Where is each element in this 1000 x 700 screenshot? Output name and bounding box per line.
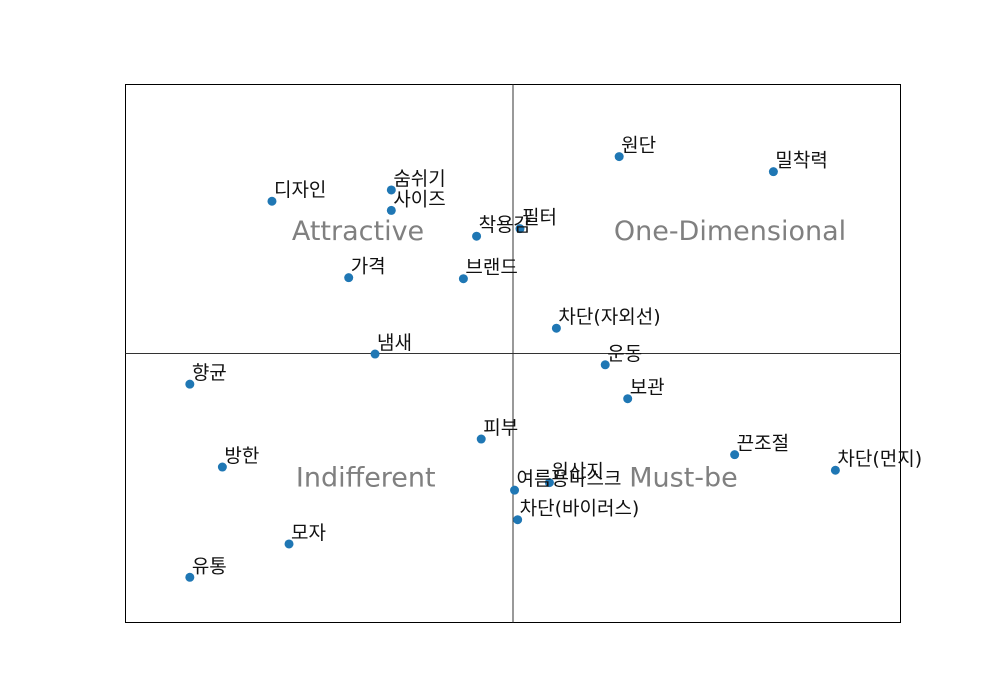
- point-label-13: 보관: [630, 377, 665, 399]
- point-label-14: 피부: [483, 417, 518, 439]
- data-point-12: [185, 379, 195, 389]
- point-label-5: 필터: [522, 207, 557, 229]
- data-point-13: [623, 394, 633, 404]
- point-label-17: 차단(먼지): [837, 448, 922, 470]
- quadrant-label-3: Must-be: [629, 462, 738, 493]
- point-label-0: 원단: [621, 135, 656, 157]
- data-point-18: [544, 478, 554, 488]
- data-point-14: [476, 434, 486, 444]
- point-label-11: 운동: [607, 343, 642, 365]
- point-label-2: 숨쉬기: [393, 168, 445, 190]
- data-point-10: [370, 349, 380, 359]
- point-label-9: 차단(자외선): [558, 306, 660, 328]
- quadrant-labels: Attractive One-Dimensional Indifferent Must…: [292, 216, 846, 493]
- plot-area: [125, 84, 901, 623]
- data-point-16: [217, 462, 227, 472]
- data-point-3: [267, 196, 277, 206]
- data-point-5: [515, 224, 525, 234]
- point-label-21: 모자: [291, 522, 326, 544]
- point-label-6: 착용감: [479, 214, 531, 236]
- data-point-21: [284, 539, 294, 549]
- data-point-7: [344, 273, 354, 283]
- data-point-20: [513, 515, 523, 525]
- point-label-8: 브랜드: [465, 257, 517, 279]
- point-label-15: 끈조절: [737, 433, 789, 455]
- point-label-16: 방한: [224, 445, 259, 467]
- data-point-17: [830, 465, 840, 475]
- point-label-1: 밀착력: [775, 150, 827, 172]
- point-label-12: 향균: [192, 362, 227, 384]
- data-point-22: [185, 572, 195, 582]
- data-point-9: [551, 323, 561, 333]
- data-points: [185, 152, 840, 582]
- point-label-10: 냄새: [377, 332, 412, 354]
- data-point-2: [386, 185, 396, 195]
- point-label-7: 가격: [351, 256, 386, 278]
- data-point-6: [472, 231, 482, 241]
- point-label-22: 유통: [192, 555, 227, 577]
- data-point-8: [458, 274, 468, 284]
- point-label-4: 사이즈: [393, 188, 445, 210]
- data-point-0: [614, 152, 624, 162]
- point-label-20: 차단(바이러스): [520, 498, 640, 520]
- quadrant-label-0: Attractive: [292, 216, 424, 247]
- data-point-19: [510, 485, 520, 495]
- point-label-18: 원산지: [551, 461, 603, 483]
- data-point-15: [730, 450, 740, 460]
- data-point-11: [600, 360, 610, 370]
- point-label-3: 디자인: [274, 179, 326, 201]
- quadrant-label-2: Indifferent: [296, 462, 436, 493]
- data-point-1: [768, 167, 778, 177]
- point-label-19: 여름용마스크: [517, 468, 622, 490]
- data-point-4: [386, 205, 396, 215]
- quadrant-label-1: One-Dimensional: [614, 216, 846, 247]
